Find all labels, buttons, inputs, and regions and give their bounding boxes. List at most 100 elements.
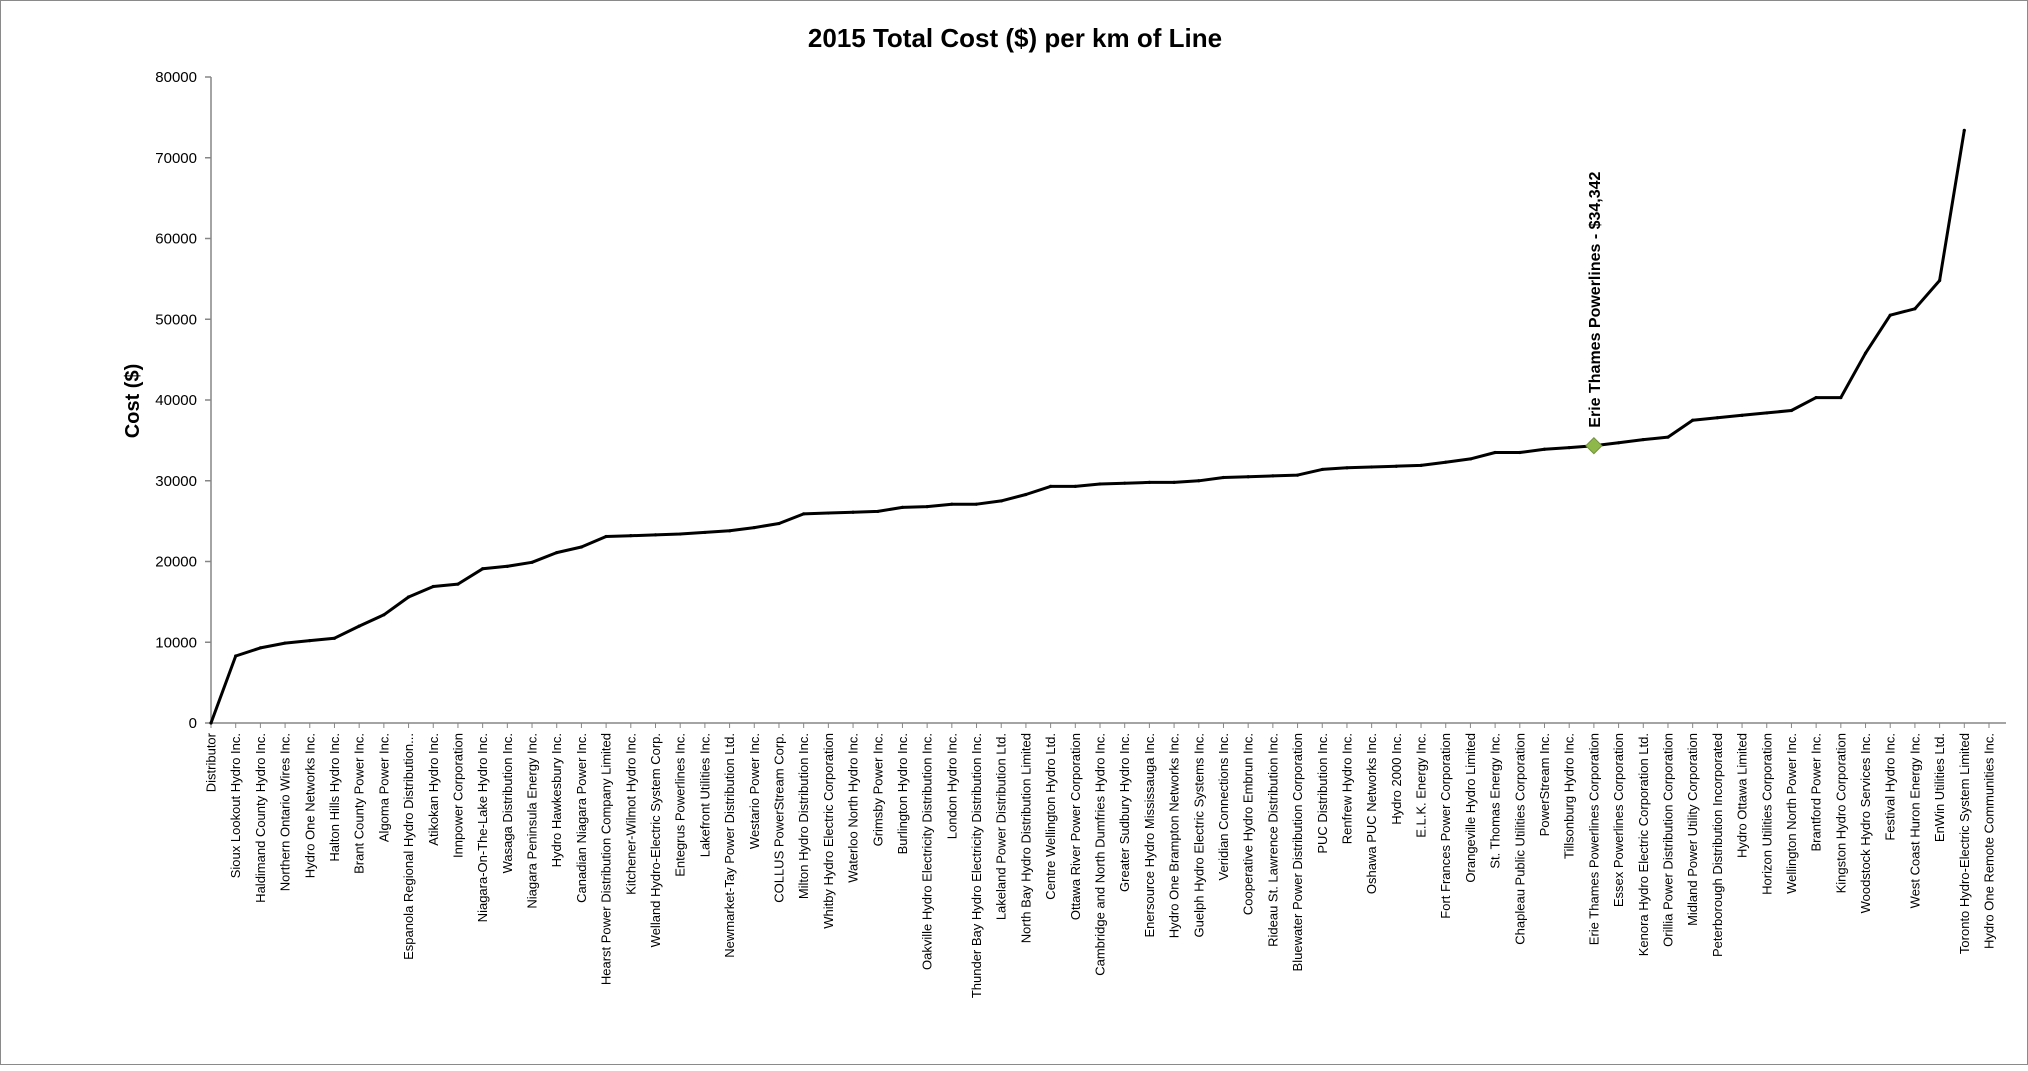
y-tick-label: 20000	[155, 554, 197, 571]
x-tick-label: Welland Hydro-Electric System Corp.	[648, 733, 663, 947]
data-point	[777, 521, 781, 526]
x-tick-label: Orillia Power Distribution Corporation	[1660, 733, 1675, 947]
x-tick-label: Woodstock Hydro Services Inc.	[1858, 733, 1873, 913]
data-point	[1271, 474, 1275, 478]
x-tick-label: Fort Frances Power Corporation	[1438, 733, 1453, 919]
x-tick-label: Cooperative Hydro Embrun Inc.	[1241, 733, 1256, 915]
data-point	[1641, 437, 1645, 442]
x-tick-label: Peterborough Distribution Incorporated	[1710, 733, 1725, 957]
x-tick-label: Wellington North Power Inc.	[1784, 733, 1799, 894]
y-tick-label: 30000	[155, 473, 197, 490]
data-point	[1246, 475, 1250, 479]
y-tick-label: 50000	[155, 311, 197, 328]
data-point	[1098, 482, 1102, 486]
x-tick-label: Espanola Regional Hydro Distribution...	[401, 733, 416, 960]
data-point	[1073, 484, 1077, 489]
data-point	[1691, 418, 1695, 422]
x-tick-label: PowerStream Inc.	[1537, 733, 1552, 836]
x-tick-label: Enersource Hydro Mississauga Inc.	[1142, 733, 1157, 937]
x-tick-label: Entegrus Powerlines Inc.	[673, 733, 688, 877]
x-tick-label: Atikokan Hydro Inc.	[426, 733, 441, 846]
x-tick-label: Hydro One Networks Inc.	[302, 733, 317, 878]
x-tick-label: Bluewater Power Distribution Corporation	[1290, 733, 1305, 971]
data-point	[1666, 435, 1670, 439]
y-tick-label: 40000	[155, 392, 197, 409]
data-point	[308, 639, 312, 643]
data-point	[1197, 479, 1201, 483]
data-point	[481, 567, 485, 571]
x-tick-label: Lakefront Utilities Inc.	[697, 733, 712, 857]
highlight-label: Erie Thames Powerlines - $34,342	[1587, 171, 1604, 427]
chart-title: 2015 Total Cost ($) per km of Line	[808, 23, 1222, 53]
data-point	[1863, 351, 1868, 355]
y-tick-label: 60000	[155, 231, 197, 248]
data-point	[1740, 413, 1744, 417]
data-point	[1320, 467, 1324, 472]
data-point	[752, 525, 756, 530]
highlight-marker	[1585, 436, 1603, 455]
x-tick-label: Westario Power Inc.	[747, 733, 762, 849]
data-point	[283, 641, 287, 645]
data-point	[1049, 484, 1053, 489]
data-point	[1938, 278, 1942, 283]
x-tick-label: Ottawa River Power Corporation	[1068, 733, 1083, 920]
x-tick-label: Milton Hydro Distribution Inc.	[796, 733, 811, 899]
data-point	[653, 533, 658, 537]
highlight-group: Erie Thames Powerlines - $34,342	[1585, 171, 1604, 455]
data-point	[1888, 313, 1892, 317]
data-point	[802, 512, 806, 516]
x-tick-label: Newmarket-Tay Power Distribution Ltd.	[722, 733, 737, 958]
x-tick-label: Niagara Peninsula Energy Inc.	[525, 733, 540, 909]
data-point	[406, 595, 411, 599]
x-tick-label: Toronto Hydro-Electric System Limited	[1957, 733, 1972, 954]
data-point	[1715, 416, 1719, 420]
x-tick-label: EnWin Utilities Ltd.	[1932, 733, 1947, 842]
data-point	[1024, 492, 1028, 497]
x-tick-label: Hydro One Brampton Networks Inc.	[1167, 733, 1182, 938]
x-tick-label: Waterloo North Hydro Inc.	[846, 733, 861, 883]
data-point	[1468, 457, 1473, 461]
x-tick-label: Hydro One Remote Communities Inc.	[1982, 733, 1997, 949]
x-tick-label: Greater Sudbury Hydro Inc.	[1117, 733, 1132, 892]
data-point	[1345, 466, 1349, 470]
x-tick-label: Erie Thames Powerlines Corporation	[1586, 733, 1601, 945]
y-axis-label: Cost ($)	[122, 364, 144, 438]
data-point	[332, 636, 337, 640]
x-axis-ticks: Distributor Sioux Lookout Hydro Inc. Haldi…	[204, 723, 1997, 998]
y-tick-label: 70000	[155, 150, 197, 167]
x-tick-label: Kitchener-Wilmot Hydro Inc.	[623, 733, 638, 895]
x-tick-label: Kenora Hydro Electric Corporation Ltd.	[1636, 733, 1651, 956]
data-point	[1962, 128, 1966, 132]
x-tick-label: Midland Power Utility Corporation	[1685, 733, 1700, 926]
data-point	[703, 530, 707, 535]
data-point	[604, 534, 608, 539]
x-tick-label: Kingston Hydro Corporation	[1833, 733, 1848, 893]
x-tick-label: Orangeville Hydro Limited	[1463, 733, 1478, 883]
data-point	[1394, 464, 1398, 468]
x-tick-label: Brantford Power Inc.	[1809, 733, 1824, 852]
data-point	[900, 505, 905, 509]
x-tick-label: Sioux Lookout Hydro Inc.	[228, 733, 243, 878]
x-tick-label: E.L.K. Energy Inc.	[1414, 733, 1429, 838]
data-point	[999, 499, 1003, 503]
x-tick-label: Canadian Niagara Power Inc.	[574, 733, 589, 903]
x-tick-label: Hearst Power Distribution Company Limite…	[599, 733, 614, 985]
x-tick-label: Veridian Connections Inc.	[1216, 733, 1231, 880]
x-tick-label: Tillsonburg Hydro Inc.	[1562, 733, 1577, 859]
x-tick-label: Wasaga Distribution Inc.	[500, 733, 515, 873]
x-tick-label: St. Thomas Energy Inc.	[1488, 733, 1503, 869]
y-tick-label: 80000	[155, 69, 197, 86]
data-point	[1789, 408, 1794, 413]
data-point	[1567, 446, 1571, 450]
x-tick-label: Haldimand County Hydro Inc.	[253, 733, 268, 903]
data-point	[826, 511, 830, 515]
data-point	[258, 646, 262, 650]
data-point	[950, 502, 954, 506]
series-group	[209, 128, 1966, 725]
x-tick-label: North Bay Hydro Distribution Limited	[1018, 733, 1033, 943]
data-point	[530, 560, 534, 564]
x-tick-label: COLLUS PowerStream Corp.	[771, 733, 786, 903]
x-tick-label: Northern Ontario Wires Inc.	[278, 733, 293, 891]
y-tick-label: 0	[189, 715, 197, 732]
